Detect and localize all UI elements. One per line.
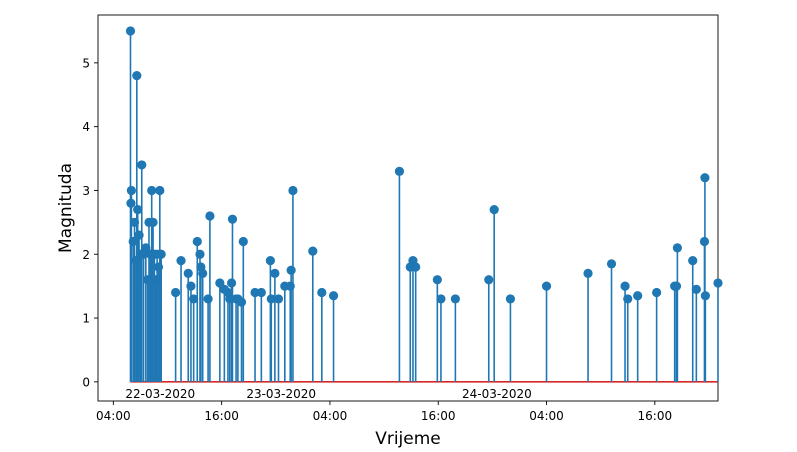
y-tick-label: 4	[82, 120, 90, 134]
stem-marker	[317, 287, 327, 298]
stem-marker	[203, 294, 213, 304]
stem-marker	[265, 256, 275, 266]
stem-marker	[226, 278, 237, 288]
stem-marker	[156, 249, 166, 259]
date-label: 24-03-2020	[462, 387, 532, 401]
y-tick-label: 1	[82, 312, 90, 326]
stem-marker	[238, 236, 248, 247]
y-tick-label: 0	[82, 375, 90, 389]
stem-marker	[250, 287, 260, 298]
stem-marker	[308, 246, 318, 256]
stem-marker	[225, 294, 235, 304]
stem-marker	[672, 243, 682, 253]
y-tick-label: 2	[82, 248, 90, 262]
stem-marker	[266, 294, 276, 304]
x-axis: 04:00 16:00 04:00 16:00 04:00 16:00	[96, 401, 672, 423]
stem-marker	[236, 297, 247, 307]
date-label: 23-03-2020	[246, 387, 316, 401]
stem-marker	[688, 256, 698, 266]
date-annotations: 22-03-2020 23-03-2020 24-03-2020	[125, 387, 531, 401]
stem-marker	[129, 217, 140, 227]
x-tick-label: 04:00	[529, 409, 564, 423]
stem-marker	[198, 268, 208, 278]
stem-marker	[137, 160, 147, 170]
x-tick-label: 04:00	[313, 409, 348, 423]
stem-marker	[270, 268, 280, 278]
stem-marker	[153, 262, 164, 272]
stem-marker	[134, 230, 144, 240]
stems-group	[129, 30, 719, 382]
stem-marker	[633, 291, 643, 301]
stem-marker	[133, 204, 143, 215]
stem-marker	[132, 71, 142, 81]
stem-marker	[195, 249, 205, 259]
stem-marker	[285, 281, 295, 291]
x-tick-label: 16:00	[638, 409, 673, 423]
stem-marker	[186, 281, 196, 291]
stem-marker	[450, 294, 460, 304]
stem-marker	[288, 185, 298, 196]
stem-marker	[505, 294, 516, 304]
stem-marker	[436, 294, 446, 304]
x-axis-label: Vrijeme	[375, 429, 441, 448]
stem-marker	[652, 287, 662, 298]
stem-marker	[192, 236, 202, 247]
stem-marker	[155, 185, 165, 196]
stem-marker	[189, 294, 199, 304]
y-axis-label: Magnituda	[56, 163, 76, 253]
stem-marker	[126, 198, 136, 208]
stem-marker	[273, 294, 284, 304]
stem-marker	[411, 262, 421, 272]
stem-marker	[700, 173, 710, 183]
y-tick-label: 5	[82, 56, 90, 70]
stem-marker	[147, 185, 157, 196]
x-tick-label: 04:00	[96, 409, 131, 423]
stem-marker	[183, 268, 193, 278]
stem-marker	[205, 211, 215, 221]
stem-marker	[432, 275, 442, 285]
stem-marker	[171, 287, 181, 298]
y-axis: 0 1 2 3 4 5	[82, 56, 98, 389]
stem-marker	[215, 278, 225, 288]
stem-marker	[541, 281, 552, 291]
stem-marker	[699, 236, 710, 247]
stem-marker	[227, 214, 238, 224]
stem-marker	[286, 265, 296, 275]
date-label: 22-03-2020	[125, 387, 195, 401]
stem-marker	[141, 243, 151, 253]
markers-group	[125, 26, 723, 307]
stem-marker	[151, 275, 161, 285]
stem-marker	[489, 204, 499, 215]
stem-marker	[671, 281, 682, 291]
stem-marker	[620, 281, 630, 291]
stem-marker	[700, 291, 710, 301]
stem-marker	[623, 294, 633, 304]
stem-marker	[143, 275, 153, 285]
x-tick-label: 16:00	[421, 409, 456, 423]
stem-marker	[176, 256, 186, 266]
stem-marker	[691, 284, 701, 294]
stem-marker	[128, 236, 138, 247]
stem-marker	[148, 217, 158, 227]
stem-marker	[328, 291, 339, 301]
stem-marker	[484, 275, 494, 285]
stem-marker	[394, 166, 405, 176]
stem-marker	[126, 185, 136, 196]
stem-marker	[131, 256, 141, 266]
stem-marker	[583, 268, 593, 278]
x-tick-label: 16:00	[204, 409, 239, 423]
stem-marker	[125, 26, 136, 36]
stem-marker	[256, 287, 266, 298]
y-tick-label: 3	[82, 184, 90, 198]
stem-marker	[713, 278, 723, 288]
stem-marker	[606, 259, 617, 269]
